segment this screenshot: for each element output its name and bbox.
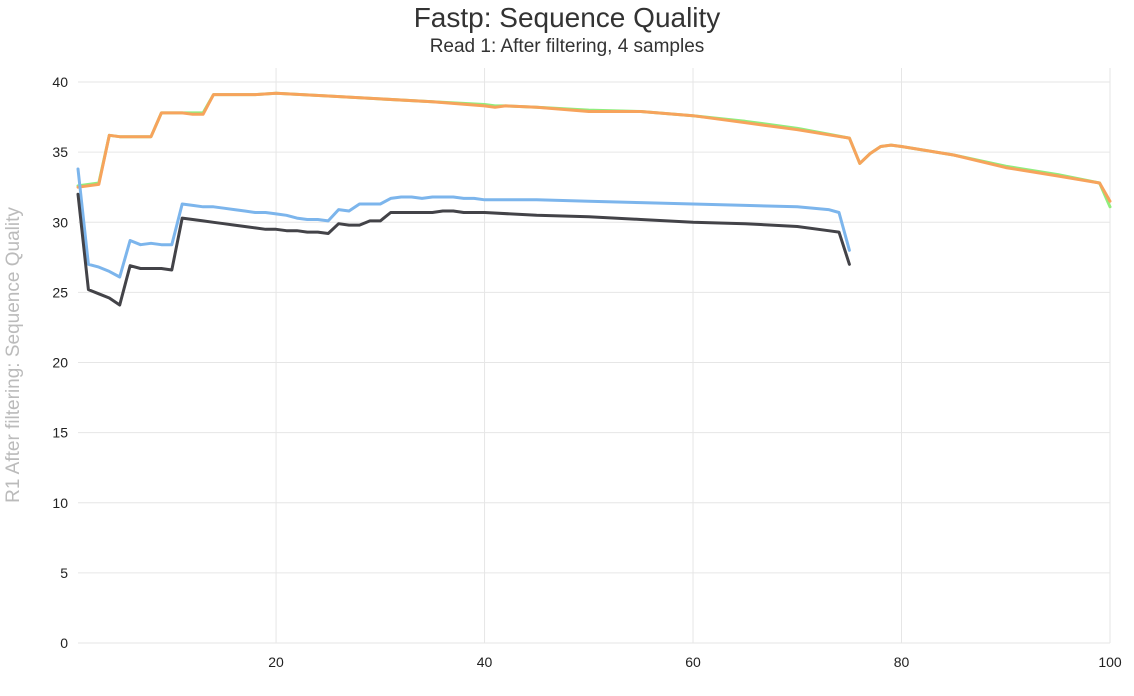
chart-title: Fastp: Sequence Quality xyxy=(413,2,721,33)
x-tick-label-100: 100 xyxy=(1098,654,1122,670)
y-tick-label-20: 20 xyxy=(52,355,68,371)
x-tick-label-20: 20 xyxy=(268,654,284,670)
y-tick-labels: 0 5 10 15 20 25 30 35 40 xyxy=(52,74,68,651)
series-lines xyxy=(76,91,1112,307)
y-tick-label-35: 35 xyxy=(52,144,68,160)
series-line-sample_black[interactable] xyxy=(76,192,851,307)
y-tick-label-25: 25 xyxy=(52,284,68,300)
x-tick-labels: 20 40 60 80 100 xyxy=(268,654,1122,670)
series-line-sample_blue[interactable] xyxy=(76,167,851,279)
chart-subtitle: Read 1: After filtering, 4 samples xyxy=(429,36,705,57)
series-line-sample_orange[interactable] xyxy=(76,91,1112,203)
y-tick-label-15: 15 xyxy=(52,425,68,441)
y-tick-label-30: 30 xyxy=(52,214,68,230)
y-gridlines xyxy=(78,81,1110,644)
y-tick-label-5: 5 xyxy=(60,565,68,581)
y-tick-label-0: 0 xyxy=(60,635,68,651)
x-tick-label-40: 40 xyxy=(477,654,493,670)
y-tick-label-10: 10 xyxy=(52,495,68,511)
x-tick-label-80: 80 xyxy=(894,654,910,670)
x-gridlines xyxy=(275,68,1111,643)
x-tick-label-60: 60 xyxy=(685,654,701,670)
y-tick-label-40: 40 xyxy=(52,74,68,90)
